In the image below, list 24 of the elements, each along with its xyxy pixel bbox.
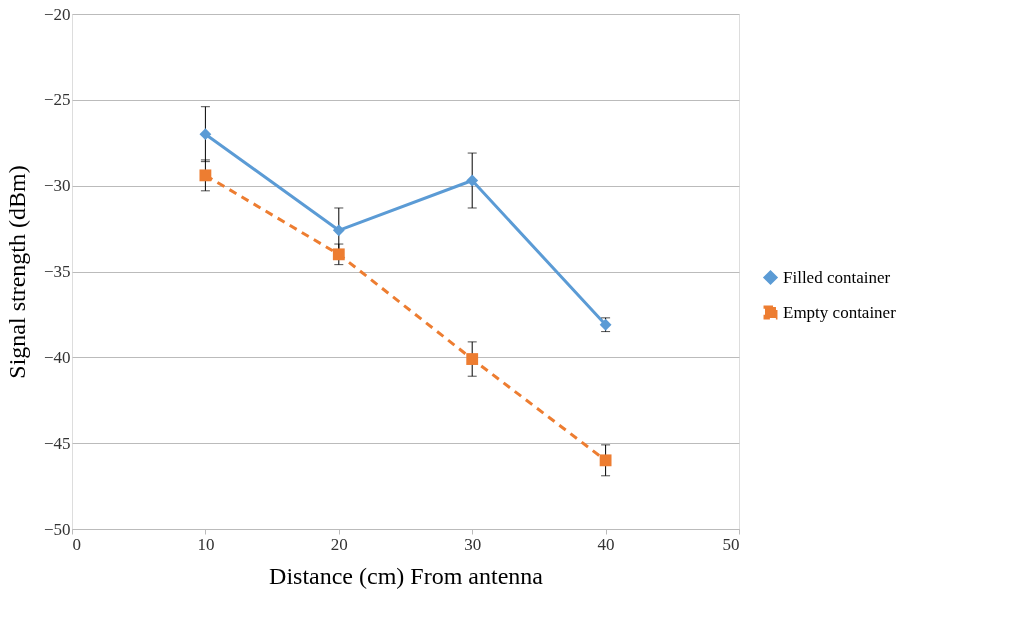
y-tick-label: −25 — [43, 90, 71, 110]
point — [199, 169, 212, 182]
x-tick-label: 10 — [197, 534, 215, 554]
point — [466, 353, 479, 365]
point — [599, 454, 612, 467]
x-tick-label: 50 — [722, 534, 740, 554]
point — [332, 224, 345, 237]
legend-label: Filled container — [783, 267, 891, 287]
x-tick-label: 20 — [330, 534, 348, 554]
legend-label: Empty container — [783, 302, 897, 322]
y-tick-label: −40 — [43, 347, 71, 367]
y-tick-label: −30 — [43, 176, 71, 196]
x-tick-label: 30 — [464, 534, 482, 554]
x-tick-label: 40 — [597, 534, 615, 554]
y-tick-label: −35 — [43, 262, 71, 281]
x-tick-label: 0 — [72, 534, 81, 554]
y-tick-label: −20 — [43, 4, 71, 24]
point — [332, 248, 345, 261]
point — [199, 128, 212, 141]
x-axis-title: Distance (cm) From antenna — [269, 562, 544, 589]
y-axis-title: Signal strength (dBm) — [3, 165, 30, 379]
point — [466, 174, 479, 187]
y-tick-label: −50 — [43, 519, 71, 539]
y-tick-label: −45 — [43, 433, 71, 453]
